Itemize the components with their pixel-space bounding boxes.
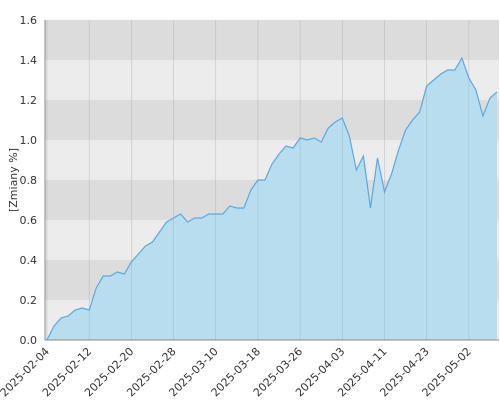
y-tick-label: 1.6 (20, 14, 38, 27)
y-tick-label: 0.2 (20, 294, 38, 307)
y-tick-label: 1.4 (20, 54, 38, 67)
y-tick-label: 1.2 (20, 94, 38, 107)
y-tick-label: 1.0 (20, 134, 38, 147)
band (45, 20, 499, 60)
y-tick-label: 0.8 (20, 174, 38, 187)
y-tick-label: 0.0 (20, 334, 38, 347)
y-tick-label: 0.6 (20, 214, 38, 227)
y-axis-label: [Zmiany %] (7, 148, 20, 212)
line (46, 56, 498, 341)
band (45, 60, 499, 100)
y-tick-label: 0.4 (20, 254, 38, 267)
